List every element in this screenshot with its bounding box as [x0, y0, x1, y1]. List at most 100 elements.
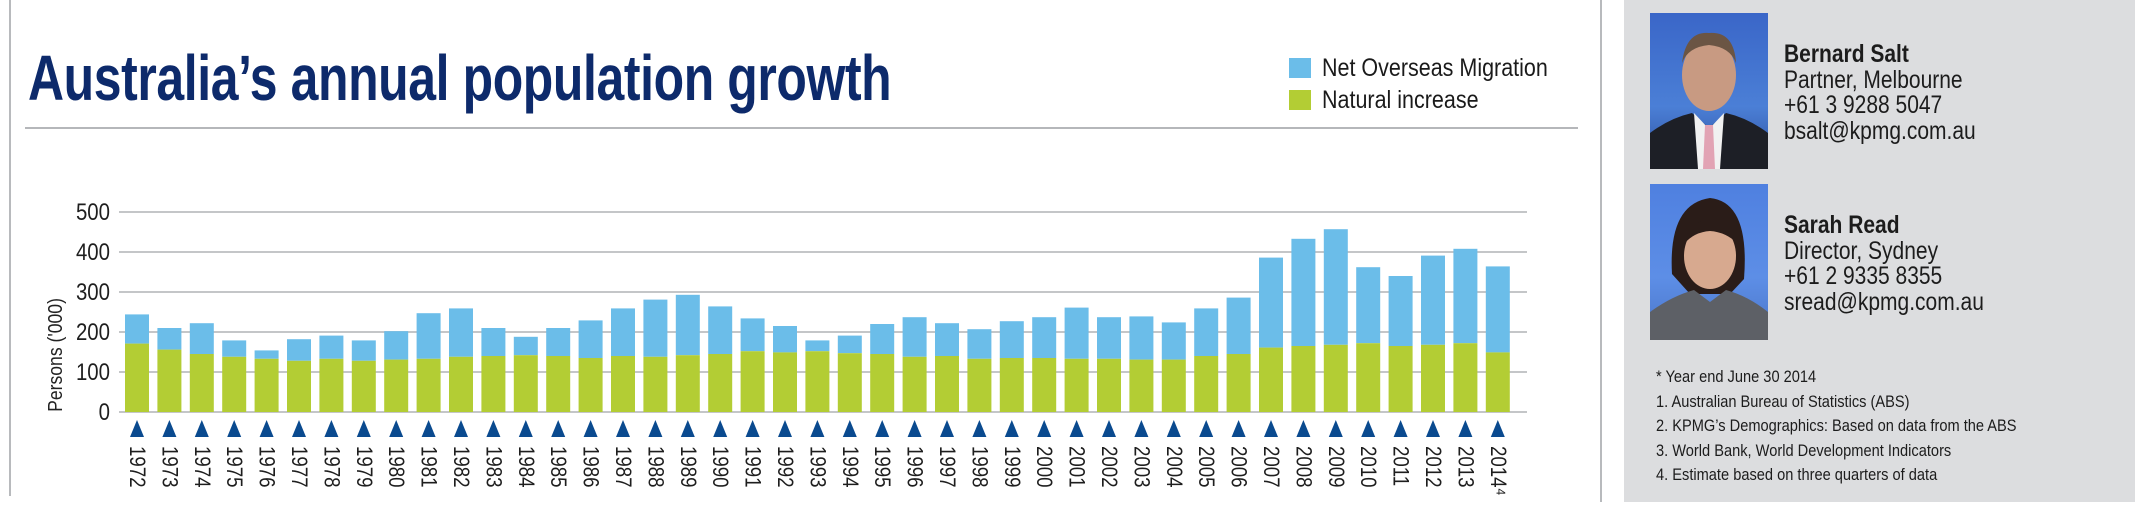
contact-email[interactable]: bsalt@kpmg.com.au: [1784, 116, 1976, 145]
year-marker-triangle-icon: [1037, 420, 1052, 437]
year-marker-triangle-icon: [1004, 420, 1019, 437]
x-tick-label: 1989: [675, 446, 699, 488]
bar-net-overseas-migration: [1485, 266, 1510, 353]
contact-phone[interactable]: +61 2 9335 8355: [1784, 262, 1943, 290]
x-tick-label: 1979: [351, 446, 375, 488]
year-marker-triangle-icon: [1199, 420, 1214, 437]
x-tick-label: 1980: [384, 446, 408, 488]
contact-phone[interactable]: +61 3 9288 5047: [1784, 91, 1943, 119]
bar-net-overseas-migration: [902, 317, 927, 357]
x-tick-label: 2000: [1032, 446, 1056, 488]
year-marker-triangle-icon: [972, 420, 987, 437]
x-tick-label: 1978: [319, 446, 343, 488]
bar-net-overseas-migration: [1388, 276, 1413, 346]
title-divider: [25, 127, 1578, 129]
year-marker-triangle-icon: [1134, 420, 1149, 437]
bar-net-overseas-migration: [1356, 267, 1381, 344]
y-tick-label: 200: [76, 318, 110, 345]
bar-natural-increase: [1161, 359, 1186, 412]
footnote: * Year end June 30 2014: [1656, 367, 1817, 386]
contact-role: Partner, Melbourne: [1784, 65, 1963, 94]
bar-natural-increase: [1097, 358, 1121, 412]
bar-net-overseas-migration: [513, 336, 538, 356]
bar-natural-increase: [1129, 359, 1154, 412]
year-marker-triangle-icon: [583, 420, 598, 437]
bars: [125, 229, 1510, 412]
bar-natural-increase: [384, 359, 409, 412]
bar-net-overseas-migration: [611, 308, 635, 356]
year-marker-triangle-icon: [1264, 420, 1278, 437]
year-marker-triangle-icon: [1328, 420, 1343, 437]
year-marker-triangle-icon: [454, 420, 468, 437]
x-tick-label: 2011: [1388, 446, 1412, 486]
bar-net-overseas-migration: [1194, 308, 1219, 356]
year-marker-triangle-icon: [1393, 420, 1408, 437]
bar-net-overseas-migration: [546, 328, 571, 356]
bar-natural-increase: [870, 354, 895, 412]
year-marker-triangle-icon: [259, 420, 274, 437]
legend-item-natural-increase: Natural increase: [1289, 84, 1585, 116]
year-marker-triangle-icon: [551, 420, 566, 437]
year-marker-triangle-icon: [421, 420, 436, 437]
legend-label: Natural increase: [1322, 85, 1479, 114]
year-marker-triangle-icon: [389, 420, 404, 437]
bar-net-overseas-migration: [1161, 322, 1186, 360]
bar-net-overseas-migration: [740, 318, 765, 352]
bar-net-overseas-migration: [870, 324, 895, 354]
legend-swatch-natural: [1289, 90, 1311, 110]
bar-net-overseas-migration: [319, 335, 344, 359]
year-marker-triangle-icon: [842, 420, 857, 437]
x-tick-label: 2010: [1356, 446, 1380, 488]
bar-net-overseas-migration: [643, 299, 668, 357]
bar-natural-increase: [1388, 346, 1413, 412]
bar-natural-increase: [935, 356, 959, 412]
legend-item-net-overseas-migration: Net Overseas Migration: [1289, 52, 1585, 84]
bar-net-overseas-migration: [1032, 317, 1057, 358]
y-axis-label: Persons ('000): [44, 298, 66, 412]
contact-photo-sarah-read: [1650, 184, 1768, 340]
contact-photo-bernard-salt: [1650, 13, 1768, 169]
year-marker-triangle-icon: [130, 420, 144, 437]
contact-name: Bernard Salt: [1784, 40, 1909, 68]
year-marker-triangle-icon: [1296, 420, 1311, 437]
bar-natural-increase: [708, 354, 733, 412]
x-tick-label: 2004: [1161, 446, 1185, 488]
bar-natural-increase: [1291, 346, 1316, 412]
y-axis-ticks: 0 100 200 300 400 500: [76, 198, 110, 425]
bar-net-overseas-migration: [189, 323, 214, 354]
x-tick-label: 2006: [1226, 446, 1250, 488]
bar-natural-increase: [902, 356, 927, 412]
bar-natural-increase: [546, 356, 571, 412]
bar-net-overseas-migration: [384, 331, 409, 360]
year-marker-triangle-icon: [1458, 420, 1473, 437]
bar-natural-increase: [481, 356, 506, 412]
bar-natural-increase: [1356, 343, 1381, 412]
y-tick-label: 0: [99, 398, 110, 425]
bar-net-overseas-migration: [254, 350, 279, 359]
bar-natural-increase: [351, 360, 376, 412]
contact-email[interactable]: sread@kpmg.com.au: [1784, 287, 1984, 316]
bar-net-overseas-migration: [999, 321, 1024, 358]
x-tick-label: 2001: [1064, 446, 1088, 488]
bar-net-overseas-migration: [837, 335, 862, 354]
x-tick-label: 1994: [837, 446, 861, 488]
bar-natural-increase: [1259, 347, 1283, 412]
year-marker-triangle-icon: [713, 420, 728, 437]
bar-net-overseas-migration: [125, 314, 149, 344]
contact-role: Director, Sydney: [1784, 236, 1939, 265]
x-tick-label: 1987: [611, 446, 635, 488]
x-tick-label: 1984: [513, 446, 537, 488]
contact-card-sarah-read: Sarah Read Director, Sydney +61 2 9335 8…: [1784, 212, 2022, 316]
y-tick-label: 500: [76, 198, 110, 225]
footnote: 2. KPMG’s Demographics: Based on data fr…: [1656, 416, 2017, 435]
bar-net-overseas-migration: [578, 320, 603, 358]
x-tick-label: 2014⁴: [1485, 446, 1509, 496]
year-marker-triangle-icon: [324, 420, 339, 437]
year-marker-triangle-icon: [194, 420, 209, 437]
x-tick-label: 1992: [773, 446, 797, 488]
year-marker-triangle-icon: [810, 420, 825, 437]
year-marker-triangle-icon: [778, 420, 792, 437]
x-tick-label: 2009: [1323, 446, 1347, 488]
bar-net-overseas-migration: [222, 340, 247, 357]
x-tick-label: 2002: [1097, 446, 1121, 488]
